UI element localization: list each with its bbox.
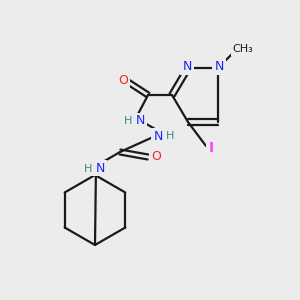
Text: I: I [208, 141, 214, 155]
Text: N: N [214, 61, 224, 74]
Text: N: N [182, 61, 192, 74]
Text: H: H [84, 164, 92, 174]
Text: H: H [124, 116, 132, 126]
Text: O: O [118, 74, 128, 88]
Text: N: N [95, 161, 105, 175]
Text: H: H [166, 131, 174, 141]
Text: CH₃: CH₃ [232, 44, 254, 54]
Text: N: N [153, 130, 163, 142]
Text: N: N [135, 115, 145, 128]
Text: O: O [151, 149, 161, 163]
